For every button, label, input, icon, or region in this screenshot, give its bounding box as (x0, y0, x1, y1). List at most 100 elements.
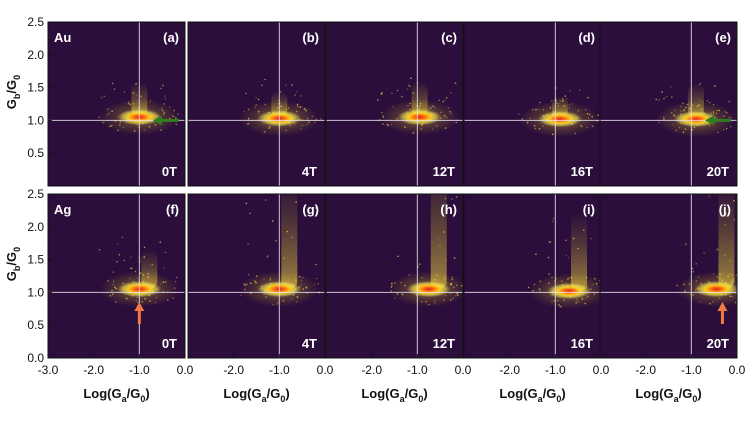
density-speck (155, 297, 158, 299)
density-speck (98, 248, 101, 251)
density-speck (129, 267, 132, 270)
density-speck (142, 274, 145, 276)
x-axis-title-part: ) (697, 386, 701, 401)
density-speck (249, 212, 251, 215)
density-speck (315, 207, 317, 209)
density-speck (164, 281, 167, 283)
density-speck (111, 289, 113, 292)
y-tick-label: 2.0 (27, 220, 44, 234)
material-label: Au (54, 30, 71, 45)
density-speck (558, 304, 560, 306)
density-speck (671, 96, 673, 98)
density-speck (685, 243, 687, 245)
density-speck (683, 283, 685, 286)
density-speck (557, 299, 559, 302)
density-speck (433, 300, 436, 302)
density-speck (397, 255, 400, 258)
density-speck (255, 97, 257, 99)
density-speck (716, 249, 718, 251)
density-speck (135, 82, 137, 85)
density-speck (663, 117, 665, 119)
density-speck (581, 298, 584, 300)
density-speck (715, 112, 718, 115)
density-speck (419, 103, 422, 105)
density-speck (409, 102, 411, 105)
density-speck (103, 95, 106, 98)
density-speck (567, 256, 570, 259)
density-speck (302, 276, 304, 279)
density-speck (689, 293, 692, 296)
density-speck (132, 102, 134, 105)
density-speck (588, 113, 591, 116)
density-speck (440, 111, 442, 114)
density-speck (267, 254, 270, 257)
panel-frame (47, 21, 186, 187)
density-speck (552, 220, 554, 222)
density-speck (290, 186, 292, 188)
density-speck (286, 230, 289, 233)
density-speck (445, 116, 448, 119)
density-speck (128, 101, 130, 103)
density-speck (716, 109, 718, 112)
density-speck (450, 112, 453, 115)
panel-a (47, 21, 186, 187)
density-speck (685, 106, 687, 109)
panel-id-label: (e) (715, 30, 731, 45)
density-speck (129, 103, 131, 105)
density-speck (709, 302, 711, 305)
density-speck (453, 257, 456, 259)
density-speck (250, 282, 252, 285)
x-axis-title-part: a (674, 394, 680, 404)
density-core (406, 281, 451, 298)
density-speck (432, 105, 434, 107)
field-label: 4T (302, 164, 317, 179)
density-speck (391, 284, 393, 287)
x-axis-title-part: /G (267, 386, 281, 401)
density-speck (421, 300, 423, 303)
density-speck (714, 85, 716, 87)
panel-id-label: (a) (163, 30, 179, 45)
density-speck (450, 282, 453, 285)
density-speck (591, 125, 594, 128)
x-axis-title-part: ) (423, 386, 427, 401)
density-speck (298, 275, 301, 278)
x-axis-title: Log(Ga/G0) (361, 386, 427, 404)
density-speck (290, 298, 293, 300)
density-speck (670, 86, 672, 88)
density-speck (684, 128, 687, 130)
density-speck (283, 257, 286, 260)
x-tick-label: 0.0 (455, 363, 472, 377)
density-speck (556, 102, 558, 104)
density-speck (444, 115, 446, 117)
density-speck (287, 107, 290, 109)
density-speck (670, 111, 673, 114)
density-speck (264, 199, 267, 201)
density-speck (390, 123, 393, 126)
density-speck (102, 121, 105, 124)
density-speck (550, 100, 553, 102)
density-speck (447, 283, 449, 285)
density-speck (586, 126, 588, 129)
density-speck (412, 132, 415, 134)
y-tick-label: 2.0 (27, 48, 44, 62)
density-speck (437, 279, 439, 281)
x-tick-label: -1.0 (407, 363, 428, 377)
density-speck (741, 300, 743, 302)
density-speck (135, 300, 138, 302)
density-speck (549, 106, 552, 109)
x-tick-label: -2.0 (83, 363, 104, 377)
density-speck (443, 277, 446, 279)
density-speck (111, 110, 113, 112)
x-axis-title-part: 0 (418, 394, 423, 404)
density-speck (277, 99, 280, 102)
panel-id-label: (i) (583, 202, 595, 217)
x-axis-title: Log(Ga/G0) (83, 386, 149, 404)
density-speck (565, 239, 567, 242)
density-speck (294, 279, 297, 281)
density-speck (542, 125, 544, 128)
density-speck (295, 110, 298, 113)
density-speck (163, 103, 165, 105)
density-speck (396, 89, 399, 92)
panel-frame (325, 21, 464, 187)
density-speck (115, 287, 117, 290)
